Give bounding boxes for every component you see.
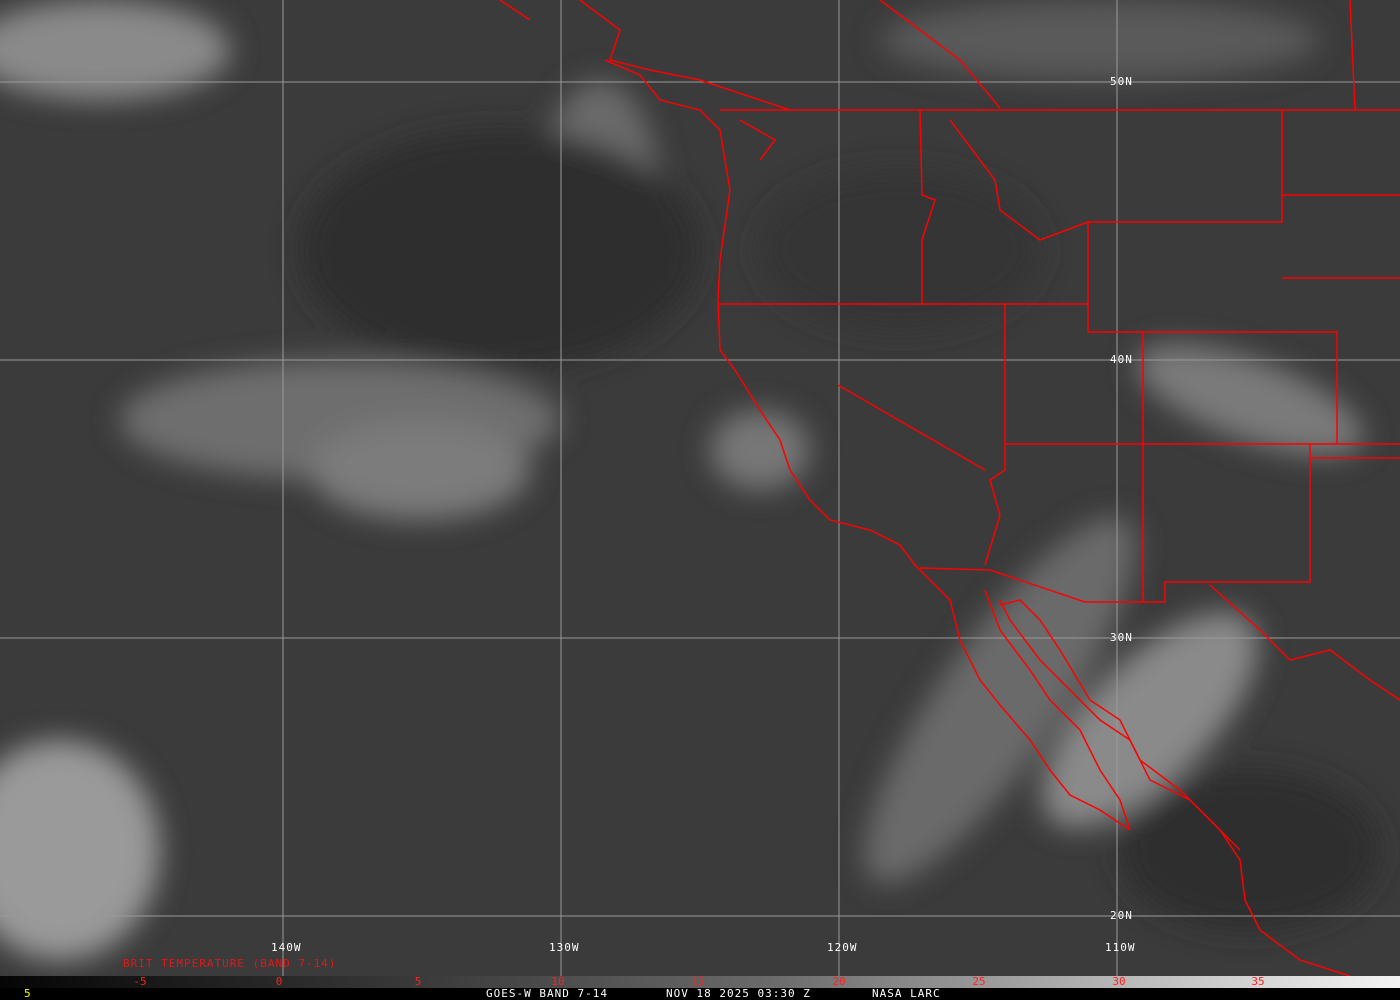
- colorbar-tick: 15: [691, 975, 705, 988]
- footer-left-value: 5: [24, 987, 32, 1000]
- colorbar-title: BRIT TEMPERATURE (BAND 7-14): [123, 957, 337, 970]
- footer-source: NASA LARC: [872, 987, 941, 1000]
- colorbar-tick: 10: [551, 975, 565, 988]
- state-borders: [718, 0, 1400, 701]
- lat-label: 30N: [1110, 631, 1133, 644]
- footer-datetime: NOV 18 2025 03:30 Z: [666, 987, 811, 1000]
- colorbar-tick: 25: [972, 975, 986, 988]
- footer-product: GOES-W BAND 7-14: [486, 987, 608, 1000]
- pacific-coastline: [604, 59, 1351, 977]
- lon-label: 130W: [549, 941, 580, 954]
- colorbar-tick: -5: [133, 975, 147, 988]
- gulf-of-california-coast: [984, 589, 1241, 851]
- lon-label: 120W: [827, 941, 858, 954]
- lat-label: 20N: [1110, 909, 1133, 922]
- colorbar-tick: 35: [1251, 975, 1265, 988]
- canada-coast: [499, 0, 791, 161]
- footer-bar: 5 GOES-W BAND 7-14 NOV 18 2025 03:30 Z N…: [0, 987, 1400, 1000]
- colorbar: [0, 976, 1400, 988]
- colorbar-tick: 0: [275, 975, 283, 988]
- colorbar-tick: 5: [414, 975, 422, 988]
- lat-label: 40N: [1110, 353, 1133, 366]
- colorbar-tick: 20: [832, 975, 846, 988]
- lon-label: 140W: [271, 941, 302, 954]
- lat-label: 50N: [1110, 75, 1133, 88]
- lat-lon-grid: [0, 0, 1400, 976]
- coastline-and-borders: [499, 0, 1400, 977]
- colorbar-tick: 30: [1112, 975, 1126, 988]
- cloud-field: [0, 0, 1380, 960]
- lon-label: 110W: [1105, 941, 1136, 954]
